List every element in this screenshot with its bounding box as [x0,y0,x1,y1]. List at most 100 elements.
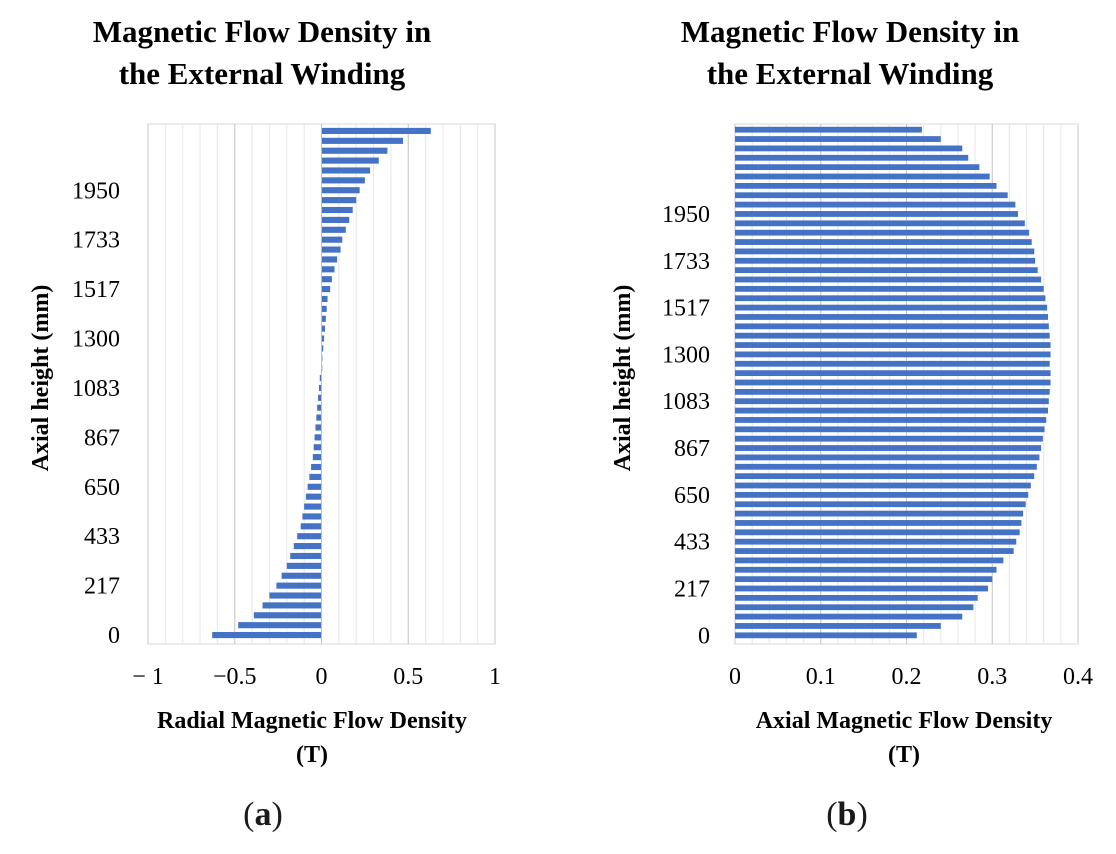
bar [321,187,360,194]
bar [735,576,993,583]
bar [735,463,1037,470]
bar [321,276,332,283]
bar [321,305,327,312]
bar [735,538,1017,545]
bar [735,388,1050,395]
bar [735,370,1051,377]
bar [212,631,322,639]
bar [735,501,1026,508]
chart-a: Magnetic Flow Density in the External Wi… [28,14,501,833]
bar [290,552,322,560]
y-tick-label: 1517 [72,277,120,303]
y-tick-label: 867 [84,425,120,451]
y-axis-label: Axial height (mm) [610,285,636,472]
bar [238,622,322,629]
bar [735,623,941,629]
bar [735,594,978,601]
bar [276,582,322,589]
bar [317,404,322,411]
y-tick-label: 650 [84,475,120,501]
bar [735,604,974,611]
y-tick-label: 0 [698,623,710,649]
bar [735,351,1051,358]
chart-b-svg: Magnetic Flow Density in the External Wi… [610,14,1093,768]
bar [321,127,431,135]
bar [735,482,1031,489]
bar [321,137,404,144]
bar [321,295,328,303]
x-axis-label-line-1: Axial Magnetic Flow Density [756,708,1053,734]
bar [321,266,335,273]
bar [321,226,346,233]
bar [315,424,322,431]
bar [321,197,357,204]
bar [735,304,1048,311]
y-tick-label: 0 [108,623,120,649]
bar [735,145,963,152]
bar [735,548,1014,554]
bar [735,257,1036,264]
bar [735,314,1048,320]
chart-b: Magnetic Flow Density in the External Wi… [558,0,1116,854]
bar [735,173,990,180]
bar [735,407,1048,414]
y-tick-label: 1733 [72,228,120,254]
bar [735,239,1032,245]
y-tick-label: 1950 [662,202,710,228]
chart-title-line-2: the External Winding [707,56,994,91]
bar [735,267,1038,274]
bar [735,332,1050,339]
y-tick-label: 1300 [72,327,120,353]
bar [318,384,322,392]
bar [735,520,1022,526]
y-tick-label: 1517 [662,296,710,322]
bar [735,557,1004,564]
figure-caption-a: (a) [243,796,283,833]
y-tick-label: 650 [674,483,710,509]
x-tick-label: 0.5 [393,664,423,690]
x-tick-label: 0 [729,664,741,690]
bar [321,216,350,223]
bar [735,164,980,171]
x-axis-label-line-2: (T) [296,742,328,768]
figure-caption-b: (b) [826,796,868,833]
x-tick-label: 1 [489,664,501,690]
bar [735,229,1030,236]
bar [297,533,322,540]
x-tick-label: 0.3 [977,664,1007,690]
bar [735,154,969,161]
bar [735,182,997,189]
bar [735,285,1044,292]
bar [735,220,1025,227]
x-tick-label: 0.1 [806,664,836,690]
y-tick-label: 433 [84,524,120,550]
bar [735,417,1047,423]
bar [253,612,322,619]
caption-letter: b [837,796,857,833]
bar [735,435,1043,442]
bar [314,434,322,441]
bar [304,503,322,510]
bar [321,157,379,164]
y-tick-label: 1950 [72,178,120,204]
bar [316,414,322,421]
bar [321,335,325,342]
bar [321,177,365,184]
bar [321,345,324,352]
bar [735,201,1016,208]
bar [286,562,322,569]
x-axis-label-line-2: (T) [888,742,920,768]
bar [735,454,1040,461]
x-axis-label-line-1: Radial Magnetic Flow Density [157,708,467,734]
bar [735,445,1042,451]
bar [293,543,322,550]
bar [321,256,338,263]
bar [735,342,1051,348]
x-tick-label: −0.5 [213,664,257,690]
bar [735,426,1045,433]
bar [321,246,341,253]
bar [321,286,331,293]
bar [735,360,1050,367]
y-tick-label: 433 [674,530,710,556]
bar [735,248,1035,255]
